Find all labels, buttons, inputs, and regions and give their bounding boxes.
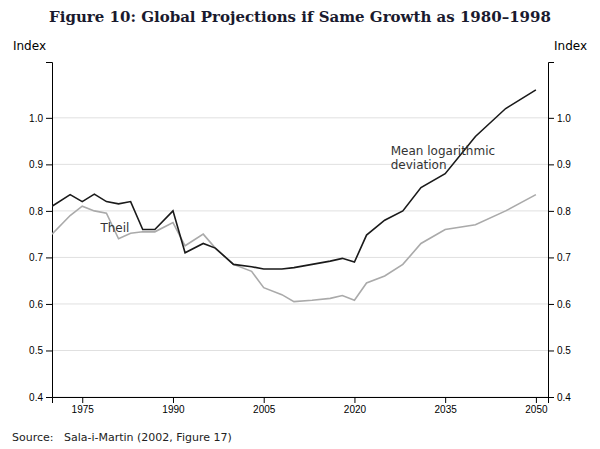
source: Source: Sala-i-Martin (2002, Figure 17) <box>12 431 232 444</box>
tick-mark <box>264 397 265 403</box>
tick-mark <box>354 397 355 403</box>
tick-label: 2050 <box>525 404 548 415</box>
grid <box>52 118 548 397</box>
grid-line <box>52 210 548 211</box>
tick-label: 0.5 <box>29 345 43 356</box>
grid-line <box>52 303 548 304</box>
tick-label: 1990 <box>162 404 185 415</box>
tick-label: 2020 <box>344 404 367 415</box>
tick: 0.7 <box>29 252 52 263</box>
series-line <box>52 90 536 269</box>
tick: 0.8 <box>29 206 52 217</box>
y2-axis: 0.4 0.5 0.6 0.7 0.8 0.9 1.0 <box>548 63 571 403</box>
tick: 0.5 <box>548 345 571 356</box>
axis-line <box>53 398 549 404</box>
tick-label: 0.9 <box>557 159 571 170</box>
annotations: Theil Mean logarithmicdeviation <box>99 144 495 235</box>
tick-label: 2005 <box>253 404 276 415</box>
series-group <box>52 90 536 302</box>
tick-mark <box>548 350 554 351</box>
axis-line <box>549 63 555 398</box>
tick: 1.0 <box>29 113 52 124</box>
tick-mark <box>445 397 446 403</box>
tick-mark <box>548 164 554 165</box>
y-axis: 0.4 0.5 0.6 0.7 0.8 0.9 1.0 <box>29 63 52 403</box>
tick-label: 0.5 <box>557 345 571 356</box>
tick: 2050 <box>525 397 548 415</box>
tick: 0.7 <box>548 252 571 263</box>
tick-mark <box>46 211 52 212</box>
tick-label: 1.0 <box>29 113 43 124</box>
grid-line <box>52 257 548 258</box>
tick: 0.6 <box>29 299 52 310</box>
tick: 0.9 <box>548 159 571 170</box>
tick-label: 2035 <box>435 404 458 415</box>
tick: 0.4 <box>29 392 52 403</box>
tick-mark <box>548 118 554 119</box>
tick-label: 0.4 <box>557 392 571 403</box>
tick: 2020 <box>344 397 367 415</box>
tick: 2005 <box>253 397 276 415</box>
tick-label: 1.0 <box>557 113 571 124</box>
grid-line <box>52 164 548 165</box>
tick-mark <box>536 397 537 403</box>
x-axis: 1975 1990 2005 2020 2035 2050 <box>53 397 549 415</box>
tick-mark <box>46 118 52 119</box>
tick-label: 0.4 <box>29 392 43 403</box>
tick: 1975 <box>72 397 95 415</box>
tick-mark <box>46 397 52 398</box>
tick: 0.9 <box>29 159 52 170</box>
tick-label: 0.6 <box>557 299 571 310</box>
y-axis-label: Index <box>13 39 46 53</box>
tick: 1.0 <box>548 113 571 124</box>
grid-line <box>52 350 548 351</box>
tick-mark <box>548 211 554 212</box>
tick: 2035 <box>435 397 458 415</box>
tick: 0.6 <box>548 299 571 310</box>
tick-mark <box>548 257 554 258</box>
annotation: Theil <box>99 221 129 235</box>
tick-mark <box>173 397 174 403</box>
axis-line <box>46 63 53 398</box>
tick-label: 0.7 <box>557 252 571 263</box>
tick: 0.8 <box>548 206 571 217</box>
tick: 0.4 <box>548 392 571 403</box>
annotation: Mean logarithmicdeviation <box>391 144 495 172</box>
tick-label: 0.8 <box>557 206 571 217</box>
tick-mark <box>548 397 554 398</box>
tick-mark <box>46 164 52 165</box>
title: Figure 10: Global Projections if Same Gr… <box>49 8 551 26</box>
tick-mark <box>46 257 52 258</box>
y2-axis-label: Index <box>554 39 587 53</box>
series-line <box>52 195 536 302</box>
tick-label: 0.9 <box>29 159 43 170</box>
tick-mark <box>82 397 83 403</box>
tick: 0.5 <box>29 345 52 356</box>
tick-mark <box>46 304 52 305</box>
tick-label: 1975 <box>72 404 95 415</box>
tick-label: 0.6 <box>29 299 43 310</box>
grid-line <box>52 117 548 118</box>
tick-mark <box>46 350 52 351</box>
plot: 1975199020052020203520500.40.50.60.70.80… <box>29 63 571 416</box>
chart: 1975199020052020203520500.40.50.60.70.80… <box>0 0 600 449</box>
tick: 1990 <box>162 397 185 415</box>
tick-label: 0.7 <box>29 252 43 263</box>
tick-label: 0.8 <box>29 206 43 217</box>
tick-mark <box>548 304 554 305</box>
